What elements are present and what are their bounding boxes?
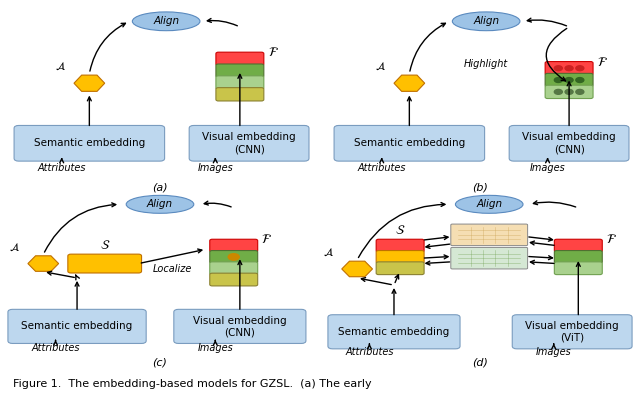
Text: Attributes: Attributes <box>38 163 86 173</box>
Text: Visual embedding
(CNN): Visual embedding (CNN) <box>193 316 287 337</box>
Circle shape <box>576 89 584 94</box>
FancyBboxPatch shape <box>216 76 264 89</box>
FancyBboxPatch shape <box>210 239 258 252</box>
Text: $\mathcal{S}$: $\mathcal{S}$ <box>99 239 110 252</box>
FancyBboxPatch shape <box>216 52 264 66</box>
Text: $\mathcal{A}$: $\mathcal{A}$ <box>9 242 20 253</box>
FancyBboxPatch shape <box>554 239 602 252</box>
Text: Images: Images <box>536 346 572 357</box>
Text: Images: Images <box>530 163 566 173</box>
FancyBboxPatch shape <box>554 251 602 263</box>
Text: $\mathcal{A}$: $\mathcal{A}$ <box>375 61 387 72</box>
Text: Semantic embedding: Semantic embedding <box>21 322 132 331</box>
Ellipse shape <box>456 195 523 213</box>
FancyBboxPatch shape <box>554 262 602 275</box>
Text: Attributes: Attributes <box>31 343 80 353</box>
Circle shape <box>554 66 563 71</box>
Text: $\mathcal{F}$: $\mathcal{F}$ <box>606 233 617 246</box>
FancyBboxPatch shape <box>334 126 484 161</box>
FancyBboxPatch shape <box>376 251 424 263</box>
FancyBboxPatch shape <box>174 309 306 344</box>
Text: Attributes: Attributes <box>345 346 394 357</box>
FancyBboxPatch shape <box>376 239 424 252</box>
FancyBboxPatch shape <box>216 64 264 78</box>
Text: Attributes: Attributes <box>358 163 406 173</box>
FancyBboxPatch shape <box>545 62 593 75</box>
Ellipse shape <box>452 12 520 31</box>
Circle shape <box>554 78 563 82</box>
Circle shape <box>565 89 573 94</box>
FancyBboxPatch shape <box>545 85 593 98</box>
Text: Semantic embedding: Semantic embedding <box>354 138 465 148</box>
FancyBboxPatch shape <box>210 251 258 263</box>
FancyBboxPatch shape <box>68 254 141 273</box>
FancyBboxPatch shape <box>451 247 527 269</box>
Text: Align: Align <box>473 16 499 26</box>
Text: Images: Images <box>197 163 233 173</box>
Text: Semantic embedding: Semantic embedding <box>34 138 145 148</box>
FancyBboxPatch shape <box>14 126 164 161</box>
FancyBboxPatch shape <box>210 273 258 286</box>
Ellipse shape <box>126 195 194 213</box>
Text: (d): (d) <box>472 358 488 368</box>
Text: Visual embedding
(ViT): Visual embedding (ViT) <box>525 321 619 343</box>
Ellipse shape <box>132 12 200 31</box>
Text: Align: Align <box>147 200 173 209</box>
Text: Semantic embedding: Semantic embedding <box>339 327 450 337</box>
Text: $\mathcal{F}$: $\mathcal{F}$ <box>596 55 607 69</box>
Text: Highlight: Highlight <box>463 60 508 69</box>
Text: Figure 1.  The embedding-based models for GZSL.  (a) The early: Figure 1. The embedding-based models for… <box>13 379 371 390</box>
FancyBboxPatch shape <box>189 126 309 161</box>
Text: (a): (a) <box>152 182 168 192</box>
FancyBboxPatch shape <box>376 262 424 275</box>
Circle shape <box>565 66 573 71</box>
FancyBboxPatch shape <box>8 309 146 344</box>
FancyBboxPatch shape <box>451 224 527 246</box>
Text: Visual embedding
(CNN): Visual embedding (CNN) <box>202 133 296 154</box>
FancyBboxPatch shape <box>509 126 629 161</box>
Text: (c): (c) <box>152 358 168 368</box>
Text: Visual embedding
(CNN): Visual embedding (CNN) <box>522 133 616 154</box>
Text: (b): (b) <box>472 182 488 192</box>
FancyBboxPatch shape <box>545 73 593 87</box>
Circle shape <box>576 78 584 82</box>
FancyBboxPatch shape <box>210 262 258 275</box>
Circle shape <box>565 78 573 82</box>
Text: $\mathcal{A}$: $\mathcal{A}$ <box>55 61 67 72</box>
FancyBboxPatch shape <box>216 88 264 101</box>
Text: Align: Align <box>476 200 502 209</box>
Text: $\mathcal{S}$: $\mathcal{S}$ <box>395 224 405 237</box>
Text: $\mathcal{F}$: $\mathcal{F}$ <box>261 233 272 246</box>
FancyBboxPatch shape <box>512 315 632 349</box>
Text: Localize: Localize <box>152 264 192 274</box>
Circle shape <box>228 254 239 260</box>
Circle shape <box>554 89 563 94</box>
Text: $\mathcal{F}$: $\mathcal{F}$ <box>268 46 278 59</box>
Text: Align: Align <box>153 16 179 26</box>
Text: $\mathcal{A}$: $\mathcal{A}$ <box>323 247 334 258</box>
Circle shape <box>576 66 584 71</box>
FancyBboxPatch shape <box>328 315 460 349</box>
Text: Images: Images <box>197 343 233 353</box>
